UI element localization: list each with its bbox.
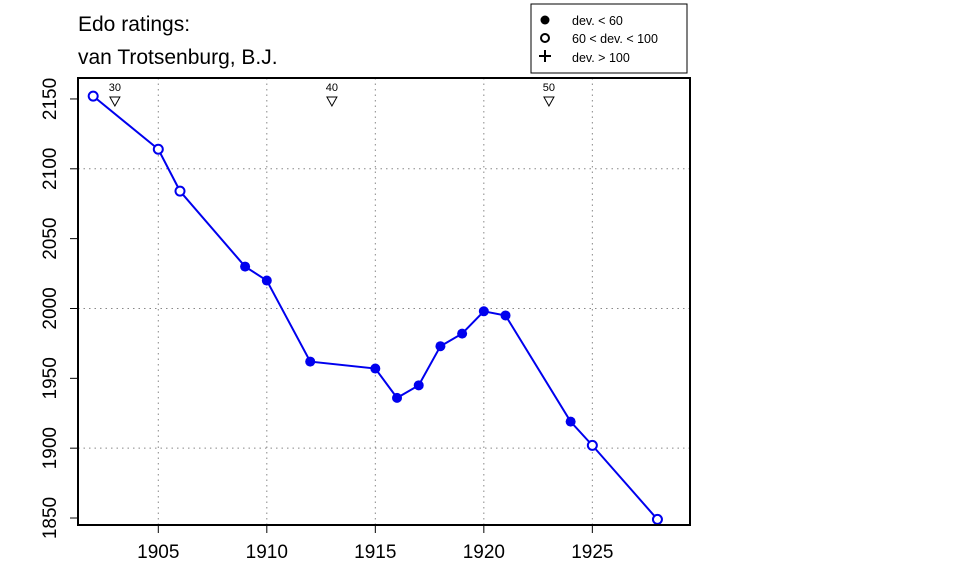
chart-title-line1: Edo ratings: [78,13,190,36]
grid [78,78,690,525]
y-tick-label: 2100 [40,148,61,190]
data-point-filled [305,356,316,367]
age-markers: 30 40 50 [109,82,555,108]
x-tick-label: 1915 [354,542,396,563]
legend-box [530,3,688,74]
y-tick-label: 1850 [40,497,61,539]
age-marker-label: 30 [109,82,121,94]
age-marker-triangle [543,96,555,108]
data-point-filled [392,392,403,403]
data-point-open [87,90,99,102]
y-tick-label: 2150 [40,78,61,120]
legend-label-0: dev. < 60 [572,14,623,28]
legend-marker-filled [540,15,550,25]
data-point-open [586,439,598,451]
legend-label-1: 60 < dev. < 100 [572,32,658,46]
data-point-filled [435,341,446,352]
data-point-filled [565,416,576,427]
x-tick-label: 1910 [246,542,288,563]
axes: 1905 1910 1915 1920 1925 1850 1900 1950 2000 2050… [40,78,613,563]
plot-frame [77,77,691,526]
age-marker-label: 50 [543,82,555,94]
legend-marker-open [540,33,550,43]
legend-marker-plus [539,50,551,62]
data-point-filled [261,275,272,286]
y-tick-label: 1950 [40,357,61,399]
y-tick-label: 2000 [40,287,61,329]
series [87,90,663,525]
chart-title-line2: van Trotsenburg, B.J. [78,46,278,69]
y-tick-label: 1900 [40,427,61,469]
x-tick-label: 1920 [463,542,505,563]
data-point-filled [478,306,489,317]
legend-label-2: dev. > 100 [572,51,630,65]
data-point-open [174,185,186,197]
data-point-open [152,143,164,155]
data-point-open [651,513,663,525]
data-point-filled [240,261,251,272]
x-tick-label: 1905 [137,542,179,563]
series-line [92,95,659,521]
data-point-filled [413,380,424,391]
data-point-filled [457,328,468,339]
x-tick-label: 1925 [571,542,613,563]
age-marker-label: 40 [326,82,338,94]
age-marker-triangle [109,96,121,108]
data-point-filled [500,310,511,321]
legend: dev. < 60 60 < dev. < 100 dev. > 100 [530,3,688,74]
age-marker-triangle [326,96,338,108]
y-tick-label: 2050 [40,218,61,260]
data-point-filled [370,363,381,374]
